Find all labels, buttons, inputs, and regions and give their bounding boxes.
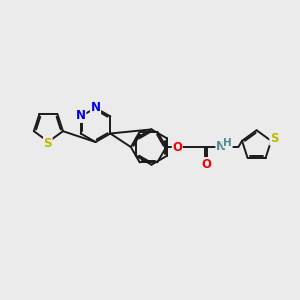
Text: N: N bbox=[76, 109, 86, 122]
Text: H: H bbox=[224, 138, 232, 148]
Text: O: O bbox=[172, 141, 182, 154]
Text: S: S bbox=[270, 132, 278, 145]
Text: O: O bbox=[202, 158, 212, 171]
Text: N: N bbox=[91, 101, 100, 114]
Text: S: S bbox=[44, 137, 52, 150]
Text: N: N bbox=[216, 140, 226, 153]
